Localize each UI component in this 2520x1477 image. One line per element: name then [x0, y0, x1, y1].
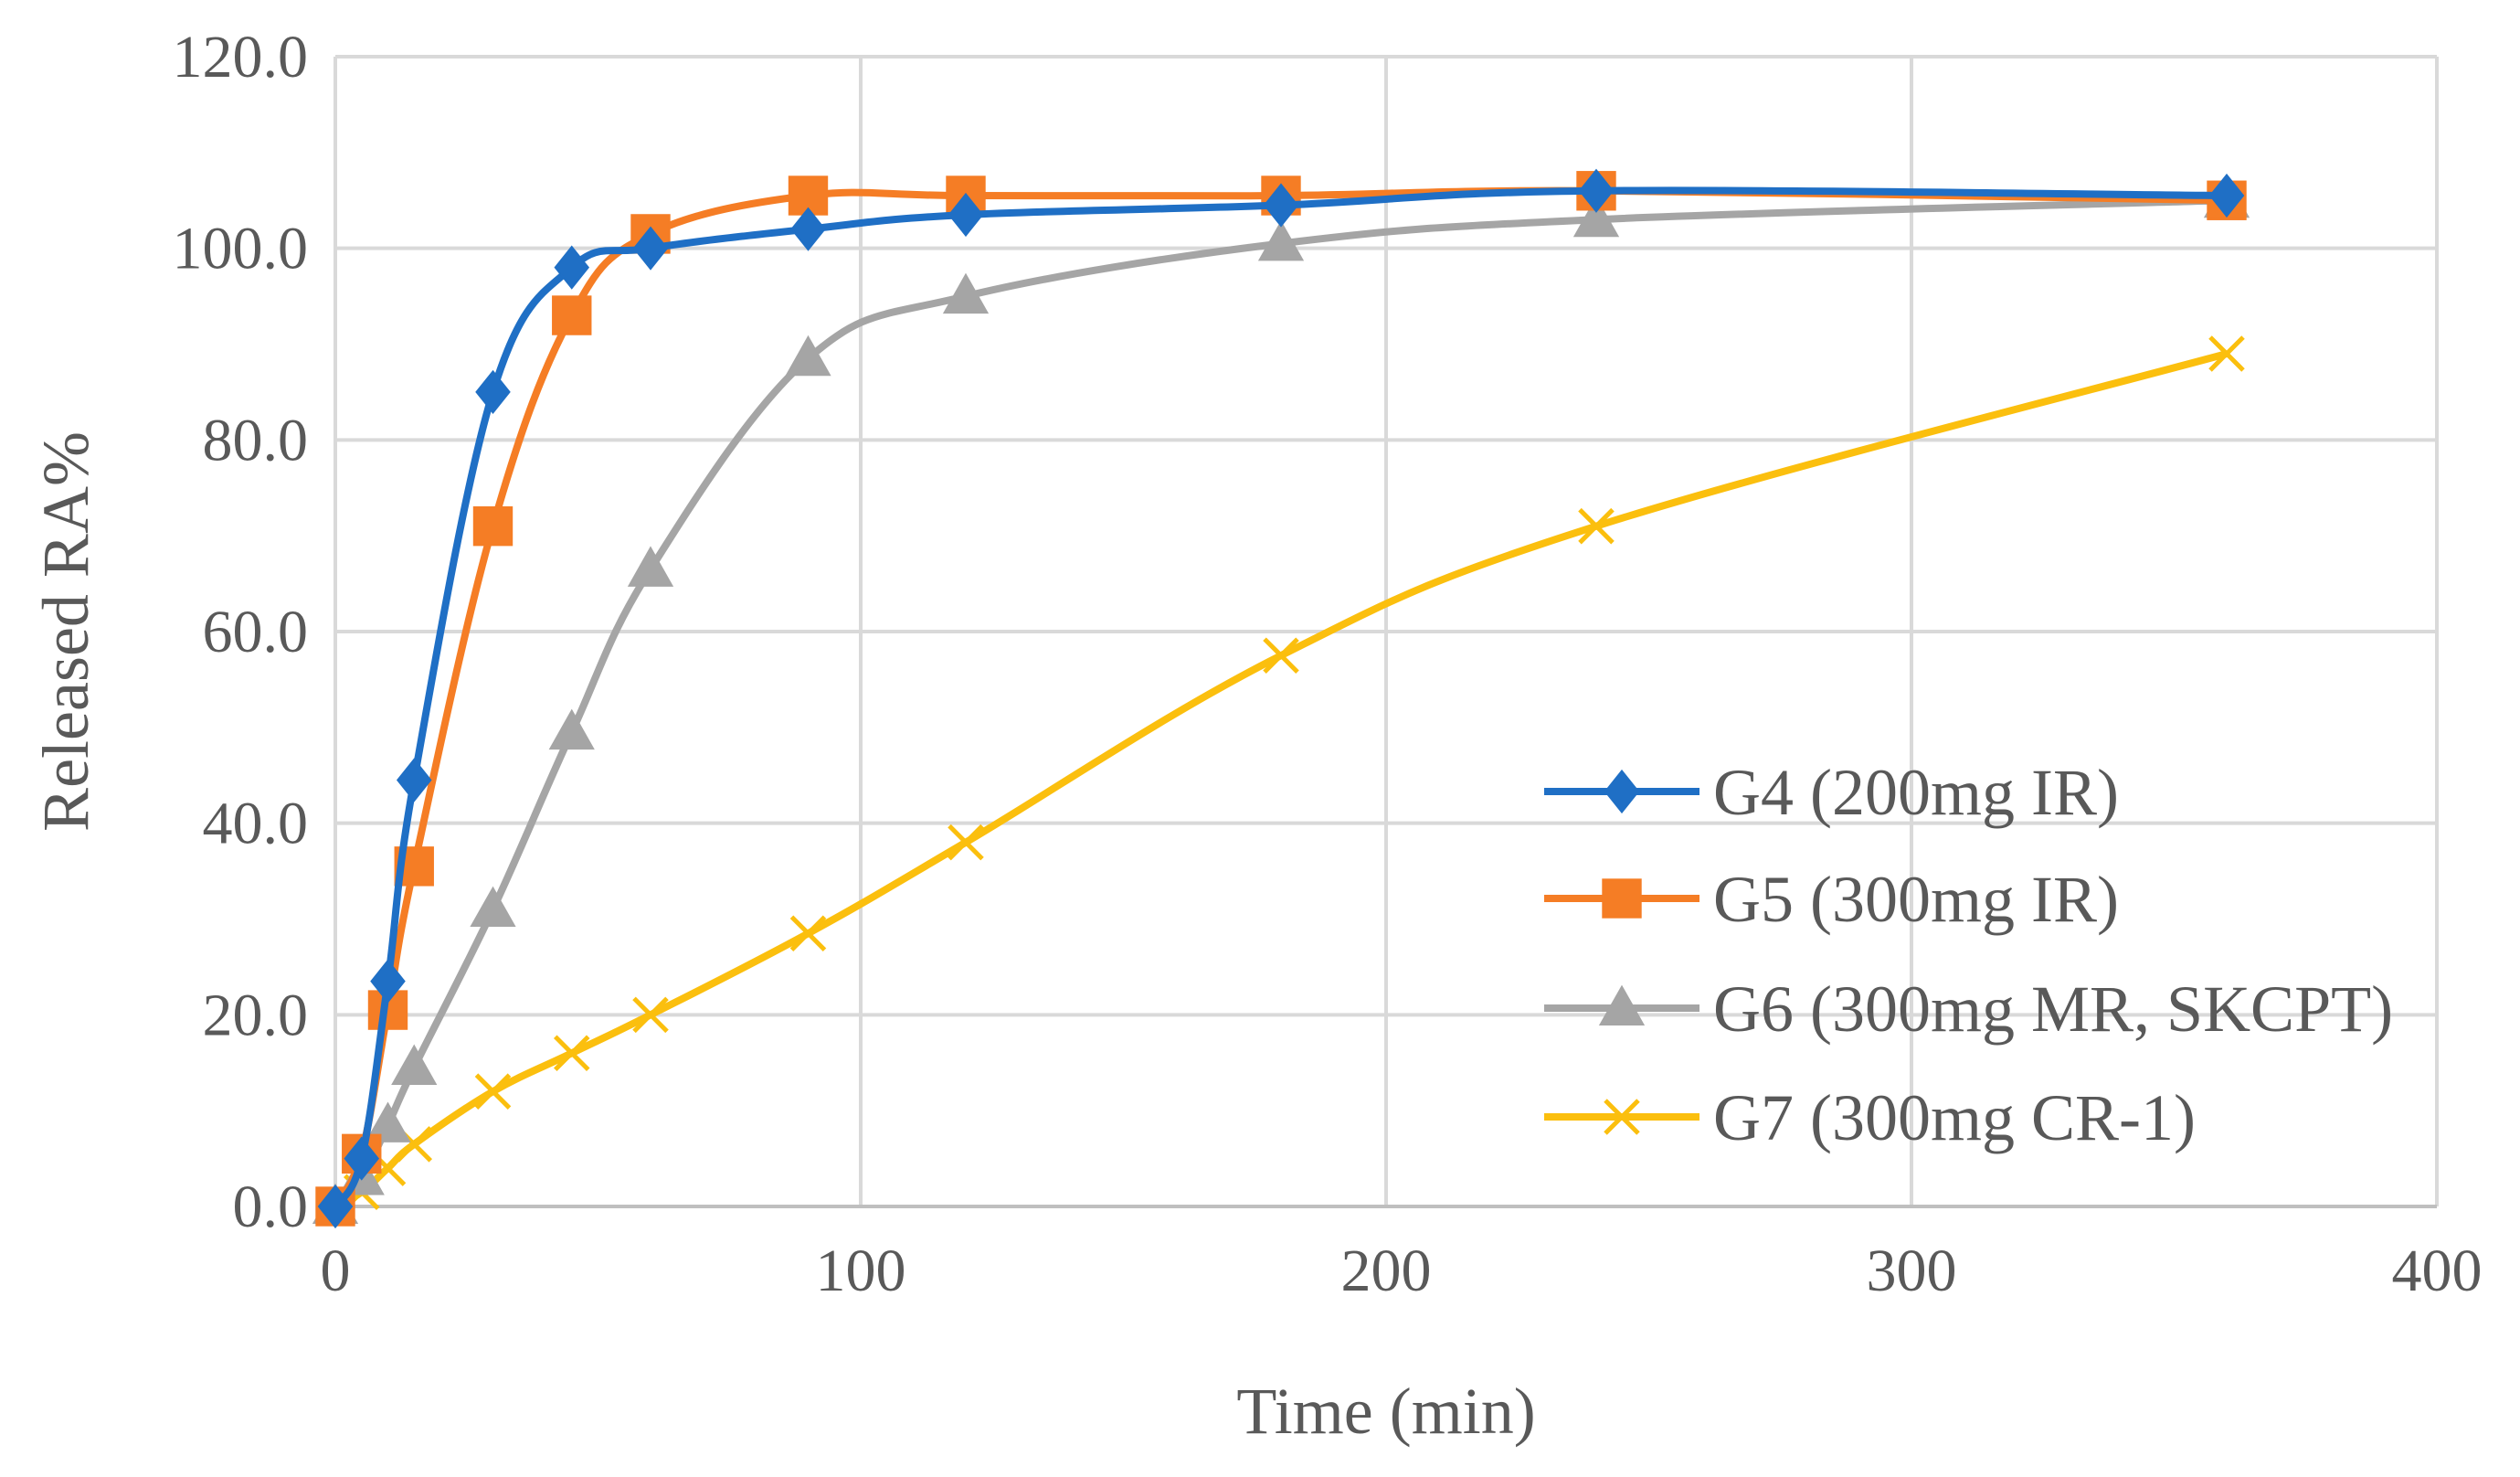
data-point [470, 886, 516, 928]
data-point [627, 546, 674, 587]
data-point [475, 369, 511, 415]
data-point [1578, 168, 1615, 213]
marker-stroke [396, 1126, 433, 1163]
data-point [948, 824, 984, 861]
legend-marker [1598, 984, 1646, 1025]
data-point [317, 1184, 354, 1229]
marker-stroke [948, 824, 984, 861]
legend-label: G5 (300mg IR) [1713, 863, 2119, 936]
marker-stroke [553, 1035, 590, 1072]
legend-marker [1604, 769, 1640, 814]
marker-stroke [2208, 335, 2245, 372]
x-axis-title: Time (min) [1236, 1375, 1535, 1448]
data-point [790, 207, 826, 251]
data-point [552, 295, 592, 335]
data-point [2208, 173, 2245, 218]
y-axis-title: Released RA% [29, 431, 102, 832]
data-point [391, 1044, 438, 1085]
data-point [785, 335, 831, 377]
x-tick-label: 300 [1867, 1238, 1957, 1304]
data-point [1263, 183, 1299, 228]
data-point [472, 505, 514, 547]
gridlines [334, 55, 2439, 1208]
legend-label: G4 (200mg IR) [1713, 756, 2119, 829]
x-tick-label: 100 [816, 1238, 906, 1304]
legend-marker [1604, 1099, 1640, 1135]
data-point [1572, 196, 1620, 238]
y-tick-label: 20.0 [203, 982, 309, 1048]
legend-label: G6 (300mg MR, SKCPT) [1713, 972, 2393, 1046]
data-point [370, 959, 406, 1004]
data-point [365, 1101, 411, 1142]
data-point [474, 1073, 512, 1110]
data-point [344, 1136, 380, 1181]
legend-entry: G5 (300mg IR) [1544, 863, 2119, 936]
y-tick-label: 120.0 [173, 24, 309, 90]
data-point [632, 996, 669, 1034]
series-line [332, 186, 2228, 1209]
data-point [789, 915, 827, 951]
marker-stroke [789, 915, 827, 951]
data-point [1263, 637, 1299, 674]
marker-stroke [1263, 637, 1299, 674]
y-tick-label: 100.0 [173, 216, 309, 282]
series-layer [312, 168, 2250, 1229]
legend-entry: G7 (300mg CR-1) [1544, 1081, 2196, 1154]
legend-marker [1602, 878, 1642, 919]
y-tick-label: 40.0 [203, 791, 309, 857]
data-point [948, 192, 984, 238]
data-point [632, 226, 669, 271]
y-tick-label: 80.0 [203, 407, 309, 473]
marker-stroke [1578, 507, 1615, 545]
x-tick-label: 0 [321, 1238, 351, 1304]
legend: G4 (200mg IR) G5 (300mg IR) G6 (300mg MR, … [1544, 756, 2393, 1154]
marker-stroke [632, 996, 669, 1034]
legend-entry: G6 (300mg MR, SKCPT) [1544, 972, 2393, 1046]
data-point [553, 1035, 590, 1072]
marker-stroke [1604, 1099, 1640, 1135]
x-tick-label: 200 [1341, 1238, 1432, 1304]
data-point [396, 758, 432, 802]
y-tick-label: 60.0 [203, 599, 309, 665]
data-point [1257, 219, 1305, 261]
legend-entry: G4 (200mg IR) [1544, 756, 2119, 829]
data-point [942, 272, 990, 314]
legend-label: G7 (300mg CR-1) [1713, 1081, 2196, 1154]
data-point [1578, 507, 1615, 545]
y-tick-label: 0.0 [233, 1174, 309, 1240]
data-point [2208, 335, 2245, 372]
tick-labels: 0.0 20.0 40.0 60.0 80.0 100.0 120.0 0 100 200 300 4… [173, 24, 2483, 1304]
series-4 [317, 168, 2245, 1229]
data-point [548, 708, 595, 750]
x-tick-label: 400 [2392, 1238, 2483, 1304]
marker-stroke [474, 1073, 512, 1110]
data-point [554, 245, 590, 290]
